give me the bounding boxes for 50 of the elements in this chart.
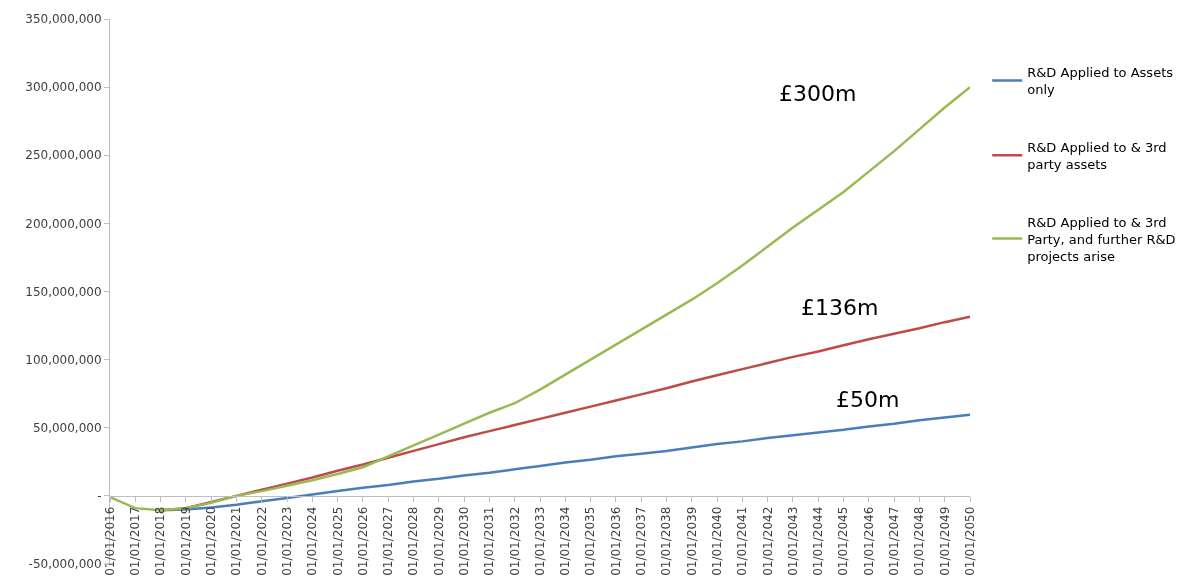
- y-tick-label: 50,000,000: [32, 420, 102, 435]
- x-tick-label: 01/01/2037: [634, 506, 649, 576]
- x-tick-label: 01/01/2021: [229, 506, 244, 576]
- legend-label: R&D Applied to Assets only: [1027, 65, 1174, 98]
- x-tick-label: 01/01/2043: [785, 506, 800, 576]
- x-tick-label: 01/01/2029: [431, 506, 446, 576]
- y-tick-label: 350,000,000: [25, 12, 102, 27]
- x-tick-label: 01/01/2042: [760, 506, 775, 576]
- x-tick-label: 01/01/2038: [659, 506, 674, 576]
- x-tick-label: 01/01/2023: [279, 506, 294, 576]
- annotation: £300m: [779, 81, 857, 106]
- x-tick-label: 01/01/2028: [406, 506, 421, 576]
- legend-label: R&D Applied to & 3rd party assets: [1027, 139, 1167, 172]
- y-tick-label: 300,000,000: [25, 80, 102, 95]
- x-tick-label: 01/01/2019: [178, 506, 193, 576]
- x-tick-label: 01/01/2041: [735, 506, 750, 576]
- x-tick-label: 01/01/2039: [684, 506, 699, 576]
- x-tick-label: 01/01/2047: [887, 506, 902, 576]
- x-tick-label: 01/01/2031: [482, 506, 497, 576]
- y-tick-label: 150,000,000: [25, 284, 102, 299]
- x-tick-label: 01/01/2024: [305, 506, 320, 576]
- annotation: £50m: [836, 387, 900, 412]
- x-tick-label: 01/01/2048: [912, 506, 927, 576]
- x-tick-label: 01/01/2020: [204, 506, 219, 576]
- y-tick-label: -: [97, 489, 102, 504]
- x-tick-label: 01/01/2035: [583, 506, 598, 576]
- legend-label: R&D Applied to & 3rd Party, and further R&D projects arise: [1027, 214, 1176, 264]
- x-tick-label: 01/01/2040: [709, 506, 724, 576]
- x-tick-label: 01/01/2034: [558, 506, 573, 576]
- annotation: £136m: [801, 295, 879, 320]
- y-tick-label: 250,000,000: [25, 148, 102, 163]
- x-tick-label: 01/01/2025: [330, 506, 345, 576]
- x-tick-label: 01/01/2032: [507, 506, 522, 576]
- x-tick-label: 01/01/2033: [532, 506, 547, 576]
- x-tick-label: 01/01/2050: [962, 506, 977, 576]
- y-tick-label: 200,000,000: [25, 216, 102, 231]
- x-tick-label: 01/01/2026: [355, 506, 370, 576]
- x-tick-label: 01/01/2044: [811, 506, 826, 576]
- x-tick-label: 01/01/2017: [128, 506, 143, 576]
- x-tick-label: 01/01/2027: [381, 506, 396, 576]
- x-tick-label: 01/01/2045: [836, 506, 851, 576]
- x-tick-label: 01/01/2022: [254, 506, 269, 576]
- x-tick-label: 01/01/2049: [937, 506, 952, 576]
- x-tick-label: 01/01/2030: [457, 506, 472, 576]
- x-tick-label: 01/01/2016: [102, 506, 117, 576]
- y-tick-label: -50,000,000: [28, 557, 102, 572]
- y-tick-label: 100,000,000: [25, 352, 102, 367]
- x-tick-label: 01/01/2018: [153, 506, 168, 576]
- x-tick-label: 01/01/2036: [608, 506, 623, 576]
- x-tick-label: 01/01/2046: [861, 506, 876, 576]
